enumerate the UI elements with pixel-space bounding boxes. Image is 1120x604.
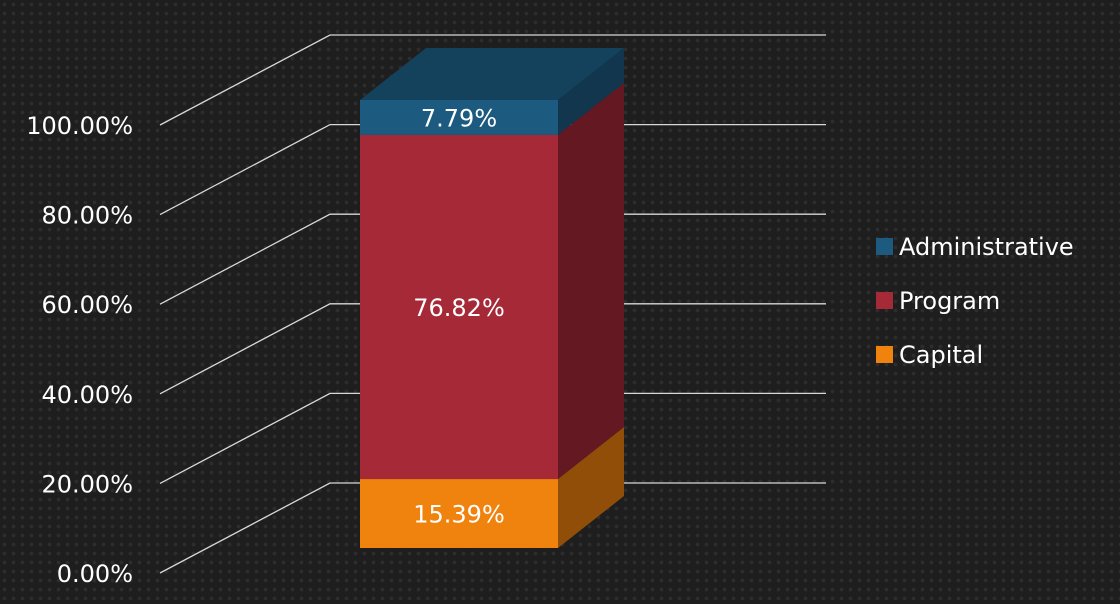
legend-label-administrative: Administrative	[899, 233, 1074, 261]
data-label-administrative: 7.79%	[421, 104, 497, 132]
bar-segment-program	[360, 134, 558, 480]
bar-side-program	[558, 82, 624, 480]
y-tick-label: 40.00%	[41, 381, 133, 409]
gridline	[159, 34, 826, 126]
gridline	[159, 482, 826, 574]
gridline	[159, 303, 826, 395]
bar-top-face	[360, 48, 624, 100]
bar-side-capital	[558, 427, 624, 548]
data-labels: 15.39% 76.82% 7.79%	[413, 104, 505, 528]
gridlines	[159, 34, 826, 574]
y-tick-label: 0.00%	[57, 560, 133, 588]
data-label-program: 76.82%	[413, 294, 505, 322]
y-tick-label: 100.00%	[26, 112, 133, 140]
bar-side-administrative	[558, 48, 624, 135]
y-tick-label: 60.00%	[41, 291, 133, 319]
legend-swatch-capital	[876, 346, 893, 363]
bar-segment-administrative	[360, 100, 558, 135]
legend: Administrative Program Capital	[876, 233, 1074, 369]
gridline	[159, 123, 826, 216]
legend-swatch-administrative	[876, 238, 893, 255]
gridline	[159, 213, 826, 305]
data-label-capital: 15.39%	[413, 501, 505, 529]
gridline	[159, 392, 826, 484]
legend-label-program: Program	[899, 287, 1000, 315]
legend-swatch-program	[876, 292, 893, 309]
legend-label-capital: Capital	[899, 341, 983, 369]
y-axis-tick-labels: 0.00% 20.00% 40.00% 60.00% 80.00% 100.00%	[26, 112, 133, 588]
bar-segment-capital	[360, 479, 558, 548]
y-tick-label: 80.00%	[41, 202, 133, 230]
bar-stack	[360, 48, 624, 548]
y-tick-label: 20.00%	[41, 470, 133, 498]
